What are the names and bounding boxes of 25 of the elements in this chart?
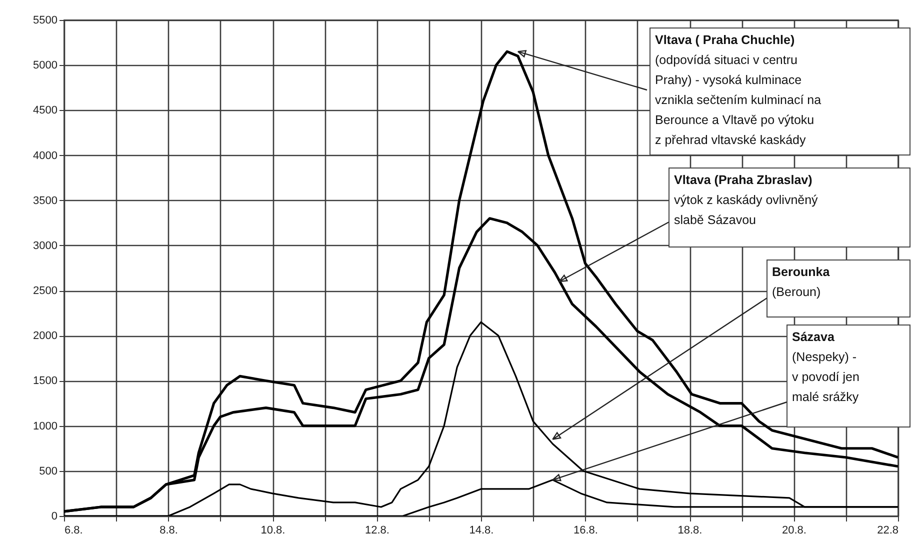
x-tick-label: 8.8.: [160, 524, 178, 536]
x-tick-label: 18.8.: [678, 524, 702, 536]
y-tick-label: 2000: [33, 330, 58, 342]
y-tick-label: 0: [51, 510, 58, 522]
x-tick-label: 22.8: [877, 524, 898, 536]
annotation: Vltava ( Praha Chuchle) (odpovídá situaci v centru Prahy) - vysoká kulminace vznikla sečtením kulminací na Berounce a Vltavě po výtoku z přehrad vltavské kaskády: [655, 33, 822, 147]
x-tick-label: 14.8.: [469, 524, 494, 536]
annotation: Berounka (Beroun): [772, 265, 831, 299]
y-tick-label: 1500: [33, 375, 58, 388]
y-tick-label: 1000: [33, 420, 58, 432]
annotation: Vltava (Praha Zbraslav) výtok z kaskády ovlivněný slabě Sázavou: [674, 173, 819, 227]
x-tick-label: 10.8.: [260, 524, 286, 536]
y-tick-label: 4500: [33, 104, 58, 117]
y-tick-label: 5500: [33, 14, 58, 26]
y-tick-label: 3000: [33, 240, 58, 252]
annotation: Sázava (Nespeky) - v povodí jen malé srážky: [792, 330, 860, 404]
y-tick-label: 4000: [33, 150, 58, 162]
y-tick-label: 3500: [33, 194, 58, 207]
x-tick-label: 6.8.: [64, 524, 83, 536]
y-tick-label: 5000: [33, 60, 58, 72]
x-tick-label: 12.8.: [365, 524, 390, 536]
y-tick-label: 2500: [33, 285, 58, 298]
x-tick-label: 16.8.: [574, 524, 598, 536]
x-tick-label: 20.8.: [782, 524, 806, 536]
y-tick-label: 500: [39, 465, 58, 478]
